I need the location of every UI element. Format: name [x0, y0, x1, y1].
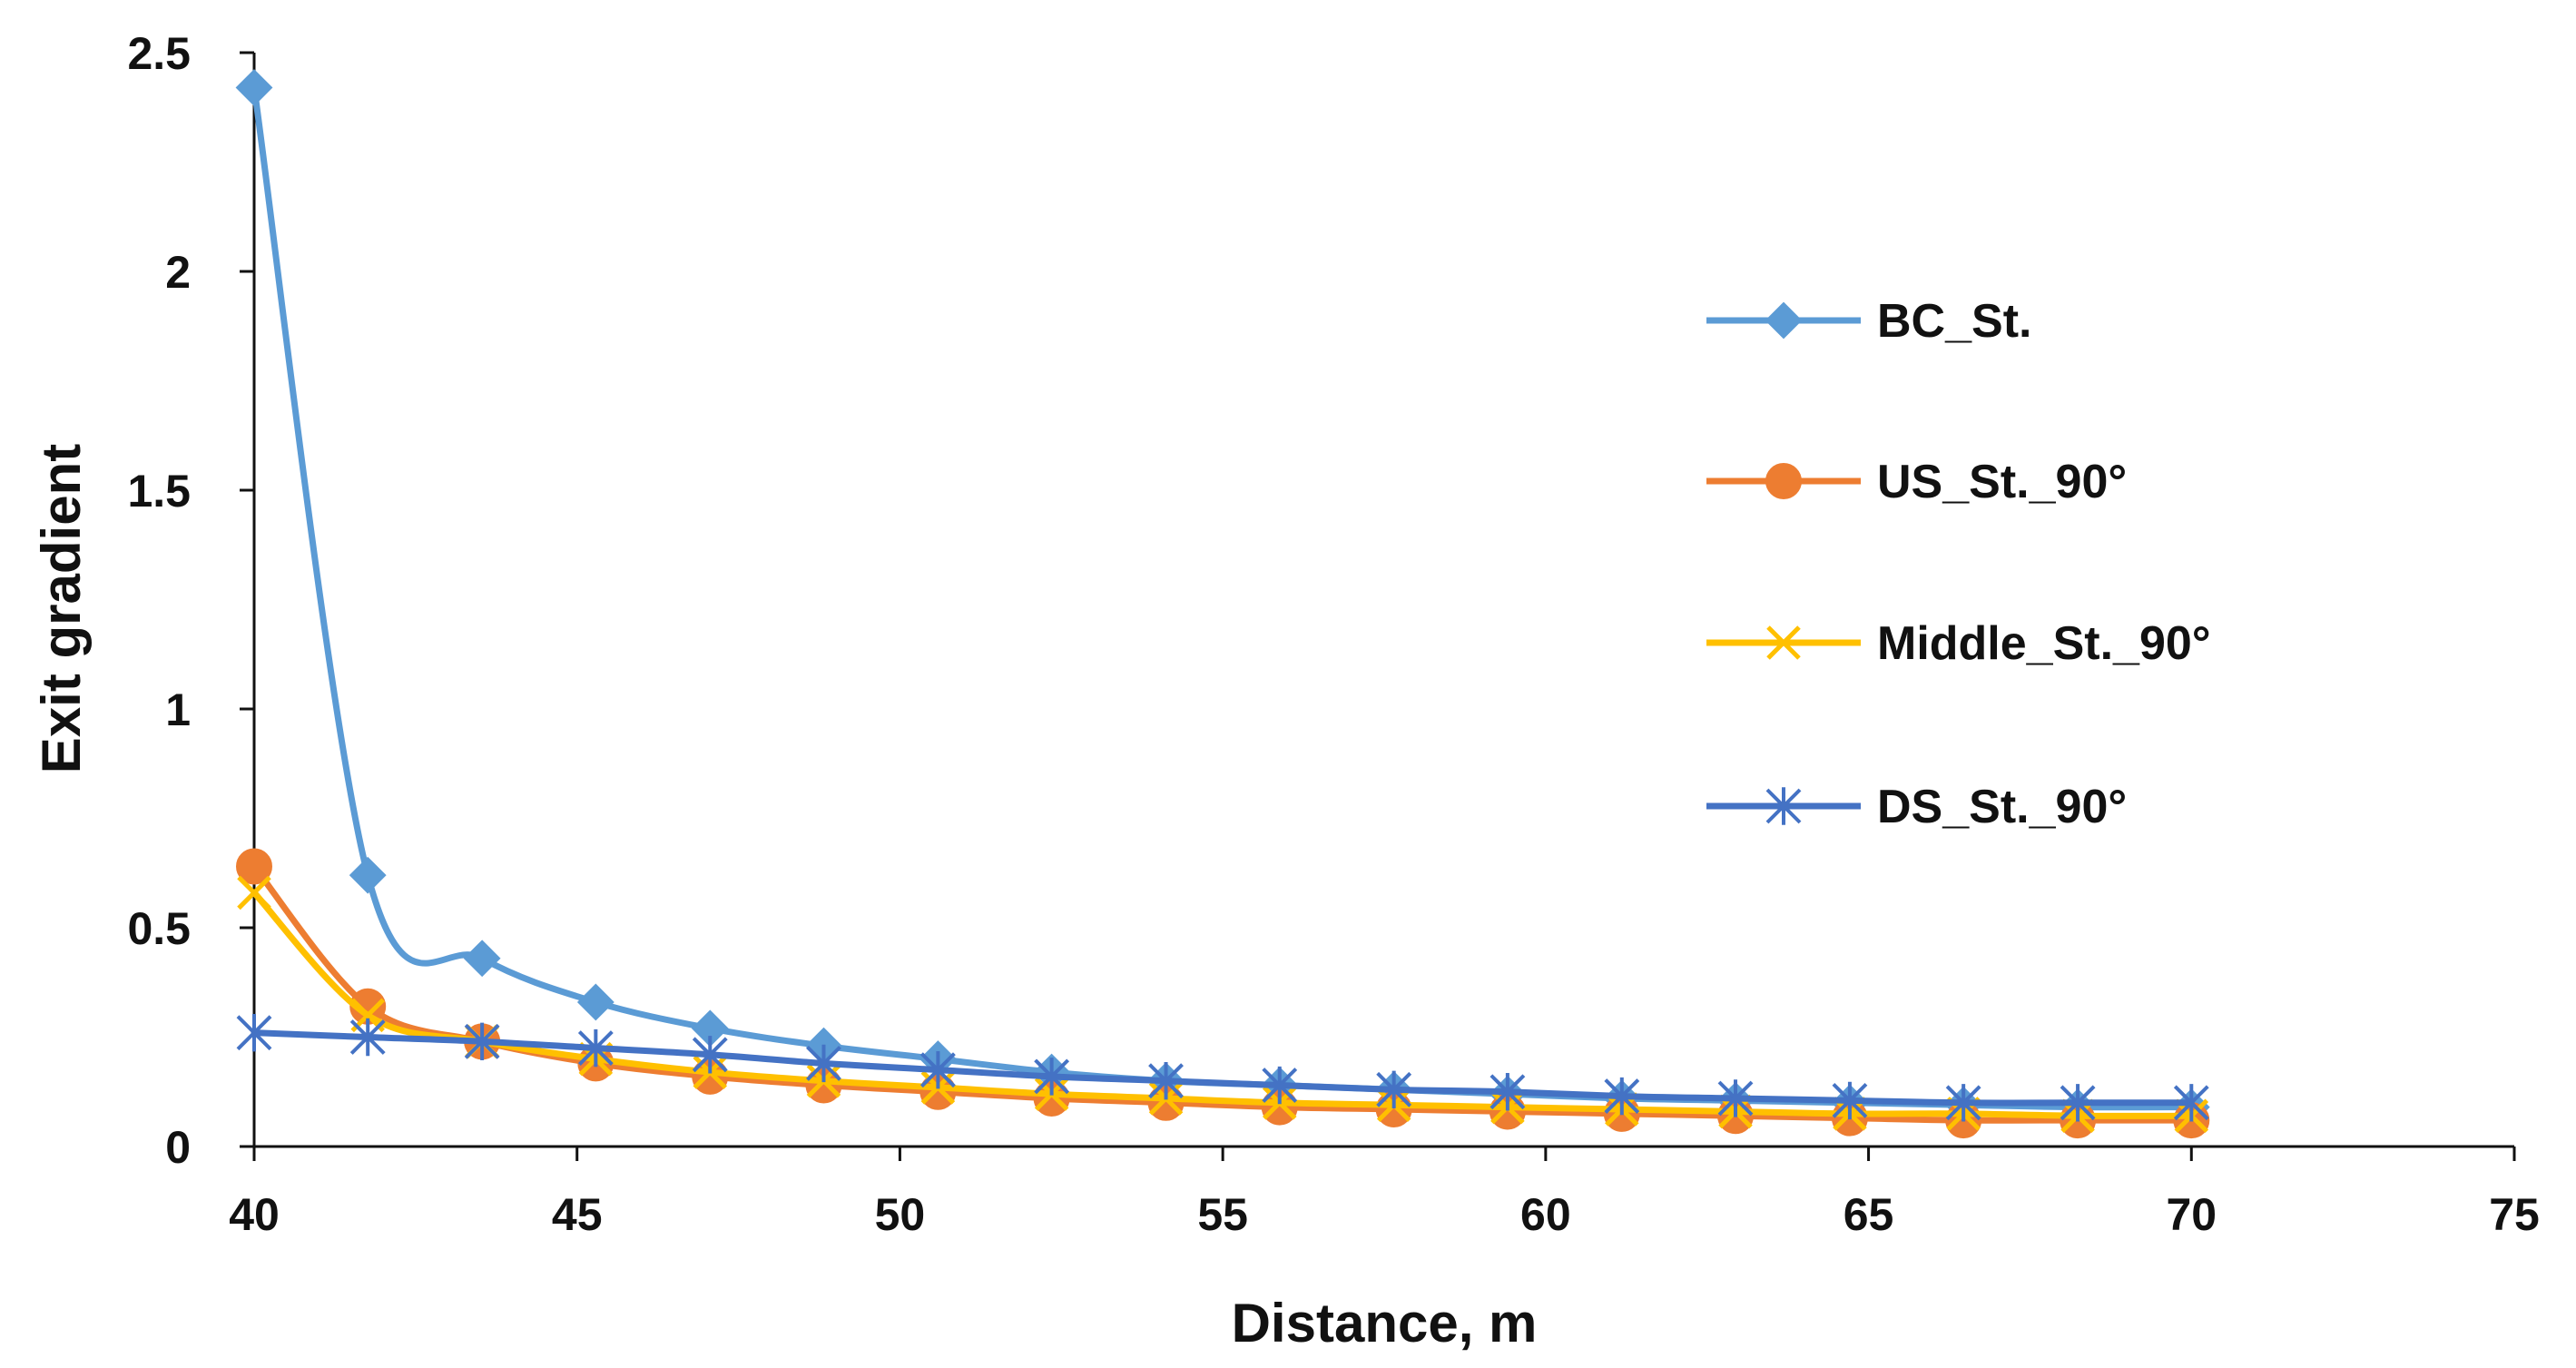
y-axis-title: Exit gradient — [31, 444, 92, 773]
data-point-ds-st-90 — [919, 1050, 956, 1089]
legend: BC_St. US_St._90° Middle_St._90° DS_St._90° — [1706, 295, 2211, 833]
data-point-ds-st-90 — [1376, 1070, 1412, 1109]
data-point-ds-st-90 — [464, 1022, 500, 1061]
legend-marker — [1766, 625, 1801, 660]
legend-item-bc-st: BC_St. — [1706, 295, 2031, 348]
data-point-ds-st-90 — [806, 1044, 841, 1083]
data-point-bc-st — [576, 983, 615, 1021]
x-tick-label: 40 — [229, 1189, 280, 1240]
x-tick-label: 70 — [2166, 1189, 2217, 1240]
data-point-us-st-90 — [236, 848, 272, 885]
x-tick-label: 65 — [1844, 1189, 1894, 1240]
legend-marker — [1765, 463, 1802, 499]
x-tick-label: 60 — [1520, 1189, 1571, 1240]
legend-label: Middle_St._90° — [1877, 617, 2211, 670]
y-tick-label: 0.5 — [127, 903, 191, 954]
series-layer — [235, 69, 2210, 1139]
data-point-ds-st-90 — [1490, 1073, 1526, 1111]
legend-marker — [1765, 787, 1802, 825]
data-point-ds-st-90 — [1148, 1062, 1184, 1100]
data-point-ds-st-90 — [1945, 1084, 1981, 1122]
series-us-st-90 — [236, 848, 2210, 1139]
data-point-ds-st-90 — [577, 1028, 614, 1068]
data-point-ds-st-90 — [1832, 1081, 1868, 1120]
legend-item-middle-st-90: Middle_St._90° — [1706, 617, 2211, 670]
y-tick-label: 2.5 — [127, 28, 191, 79]
y-tick-label: 1 — [165, 684, 191, 735]
series-line-bc-st — [251, 84, 2195, 1111]
series-line-middle-st-90 — [251, 889, 2195, 1119]
x-axis-title: Distance, m — [1232, 1293, 1538, 1353]
axes: 40 45 50 55 60 65 70 75 0 0.5 1 1.5 2 2.5 — [127, 28, 2539, 1240]
data-point-bc-st — [463, 940, 501, 978]
x-tick-label: 55 — [1197, 1189, 1248, 1240]
y-tick-label: 1.5 — [127, 466, 191, 517]
data-point-ds-st-90 — [1034, 1058, 1070, 1096]
y-tick-label: 0 — [165, 1122, 191, 1173]
legend-label: US_St._90° — [1877, 456, 2127, 508]
data-point-bc-st — [235, 69, 273, 106]
data-point-ds-st-90 — [349, 1018, 386, 1057]
data-point-ds-st-90 — [692, 1036, 728, 1074]
data-point-ds-st-90 — [1604, 1077, 1640, 1116]
y-tick-label: 2 — [165, 247, 191, 298]
x-tick-label: 45 — [552, 1189, 603, 1240]
data-point-ds-st-90 — [1717, 1079, 1754, 1117]
series-line-ds-st-90 — [251, 1029, 2195, 1107]
legend-item-ds-st-90: DS_St._90° — [1706, 781, 2127, 833]
data-point-ds-st-90 — [236, 1013, 272, 1052]
data-point-middle-st-90 — [237, 875, 271, 910]
data-point-ds-st-90 — [1262, 1066, 1298, 1105]
data-point-ds-st-90 — [2060, 1084, 2096, 1122]
series-ds-st-90 — [236, 1013, 2209, 1122]
x-tick-label: 75 — [2489, 1189, 2540, 1240]
series-bc-st — [235, 69, 2210, 1127]
legend-marker — [1765, 301, 1803, 340]
series-middle-st-90 — [237, 875, 2209, 1134]
legend-label: DS_St._90° — [1877, 781, 2127, 833]
data-point-bc-st — [349, 856, 387, 894]
x-tick-label: 50 — [875, 1189, 926, 1240]
data-point-ds-st-90 — [2173, 1084, 2209, 1122]
legend-item-us-st-90: US_St._90° — [1706, 456, 2127, 508]
legend-label: BC_St. — [1877, 295, 2031, 348]
